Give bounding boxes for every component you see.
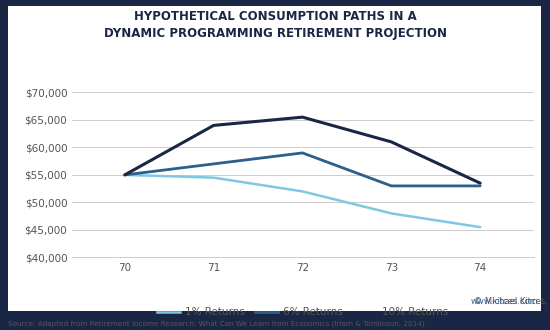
Text: HYPOTHETICAL CONSUMPTION PATHS IN A
DYNAMIC PROGRAMMING RETIREMENT PROJECTION: HYPOTHETICAL CONSUMPTION PATHS IN A DYNA… <box>103 10 447 40</box>
Legend: 1% Returns, 6% Returns, 10% Returns: 1% Returns, 6% Returns, 10% Returns <box>153 303 452 321</box>
Text: Source: Adapted from Retirement Income Research: What Can We Learn from Economic: Source: Adapted from Retirement Income R… <box>8 320 425 327</box>
Text: © Michael Kitces,: © Michael Kitces, <box>474 297 548 306</box>
Text: www.kitces.com: www.kitces.com <box>470 297 538 306</box>
